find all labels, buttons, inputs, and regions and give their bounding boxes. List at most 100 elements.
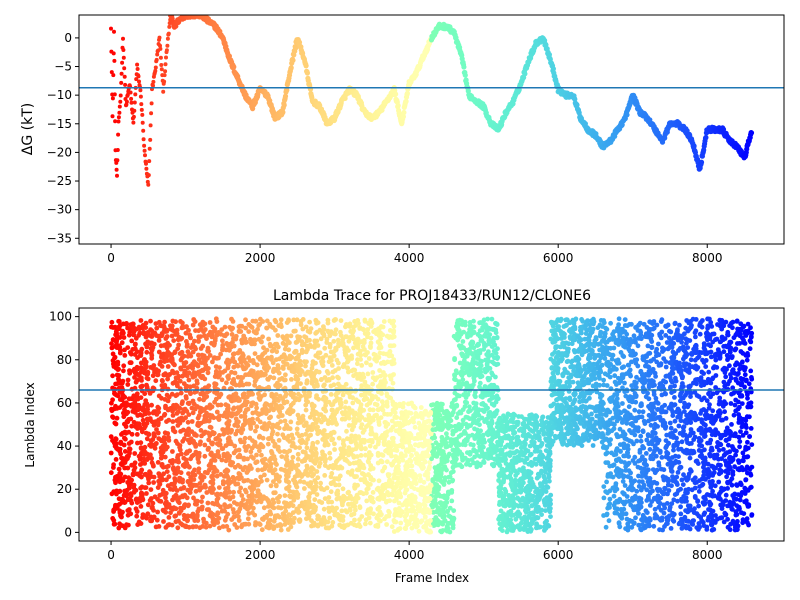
lambda-point xyxy=(236,324,242,330)
delta-g-point xyxy=(226,53,232,59)
lambda-point xyxy=(135,440,140,446)
lambda-point xyxy=(260,435,266,441)
lambda-point xyxy=(253,520,258,525)
lambda-point xyxy=(249,466,254,471)
lambda-point xyxy=(341,363,347,369)
lambda-point xyxy=(216,394,222,400)
lambda-point xyxy=(266,504,271,509)
lambda-point xyxy=(326,399,332,405)
lambda-point xyxy=(146,411,152,416)
lambda-point xyxy=(246,381,252,387)
lambda-point xyxy=(163,371,168,377)
delta-g-point xyxy=(140,112,145,117)
lambda-point xyxy=(111,518,117,523)
delta-g-point xyxy=(163,62,168,67)
lambda-point xyxy=(253,372,258,378)
lambda-point xyxy=(350,395,355,401)
lambda-point xyxy=(132,352,138,357)
lambda-point xyxy=(273,476,279,482)
lambda-point xyxy=(363,452,368,458)
lambda-point xyxy=(235,462,241,468)
lambda-point xyxy=(170,458,176,463)
lambda-point xyxy=(259,339,264,345)
delta-g-y-tick-label: −35 xyxy=(47,231,72,245)
lambda-point xyxy=(175,375,181,381)
lambda-point xyxy=(236,471,242,476)
lambda-point xyxy=(153,378,159,384)
lambda-point xyxy=(320,430,325,436)
lambda-point xyxy=(388,411,393,417)
lambda-point xyxy=(172,484,178,490)
lambda-point xyxy=(170,449,175,454)
lambda-point xyxy=(374,522,380,528)
lambda-point xyxy=(246,511,252,516)
lambda-point xyxy=(198,409,203,415)
lambda-point xyxy=(149,346,155,352)
lambda-point xyxy=(246,355,252,361)
lambda-point xyxy=(240,497,246,502)
lambda-point xyxy=(164,469,170,474)
lambda-point xyxy=(260,334,265,340)
lambda-point xyxy=(332,416,338,422)
lambda-point xyxy=(211,431,216,437)
lambda-point xyxy=(220,481,226,487)
lambda-point xyxy=(346,323,351,329)
lambda-point xyxy=(152,369,157,375)
lambda-point xyxy=(259,452,264,458)
lambda-point xyxy=(281,449,287,454)
lambda-point xyxy=(268,343,274,349)
lambda-point xyxy=(117,397,123,402)
lambda-point xyxy=(318,480,323,486)
lambda-point xyxy=(333,459,339,465)
lambda-point xyxy=(159,463,165,468)
lambda-point xyxy=(250,438,255,443)
lambda-point xyxy=(270,360,276,366)
lambda-point xyxy=(355,376,360,381)
lambda-point xyxy=(279,324,284,330)
delta-g-point xyxy=(159,67,164,72)
lambda-point xyxy=(281,516,286,521)
lambda-point xyxy=(298,322,304,328)
lambda-point xyxy=(338,318,344,323)
lambda-point xyxy=(156,524,162,529)
lambda-point xyxy=(164,444,170,450)
delta-g-y-tick-label: 0 xyxy=(64,31,72,45)
lambda-point xyxy=(118,441,124,446)
lambda-point xyxy=(268,456,273,462)
lambda-point xyxy=(315,475,321,481)
lambda-point xyxy=(295,336,301,341)
lambda-point xyxy=(254,499,260,505)
delta-g-point xyxy=(114,167,119,172)
lambda-point xyxy=(144,436,150,442)
lambda-point xyxy=(206,445,212,451)
lambda-point xyxy=(190,410,196,416)
delta-g-point xyxy=(165,36,170,41)
lambda-point xyxy=(230,325,236,331)
lambda-point xyxy=(327,344,333,350)
lambda-point xyxy=(370,490,376,495)
lambda-point xyxy=(370,466,376,471)
lambda-point xyxy=(284,473,289,478)
lambda-point xyxy=(257,522,263,527)
lambda-point xyxy=(241,478,247,484)
lambda-point xyxy=(388,373,393,379)
lambda-point xyxy=(390,386,395,392)
lambda-point xyxy=(364,487,370,492)
lambda-point xyxy=(381,442,387,447)
lambda-point xyxy=(211,464,217,470)
lambda-point xyxy=(166,435,171,440)
lambda-point xyxy=(224,380,229,386)
lambda-point xyxy=(159,333,165,339)
lambda-point xyxy=(161,412,167,418)
lambda-point xyxy=(231,351,237,357)
lambda-point xyxy=(295,456,301,462)
lambda-point xyxy=(368,494,373,500)
delta-g-x-tick-label: 8000 xyxy=(692,251,723,265)
lambda-point xyxy=(284,463,289,468)
lambda-point xyxy=(357,517,362,523)
lambda-point xyxy=(220,345,226,351)
lambda-point xyxy=(138,494,144,500)
delta-g-axes-frame xyxy=(78,14,785,245)
lambda-point xyxy=(246,390,252,395)
lambda-point xyxy=(162,441,168,447)
